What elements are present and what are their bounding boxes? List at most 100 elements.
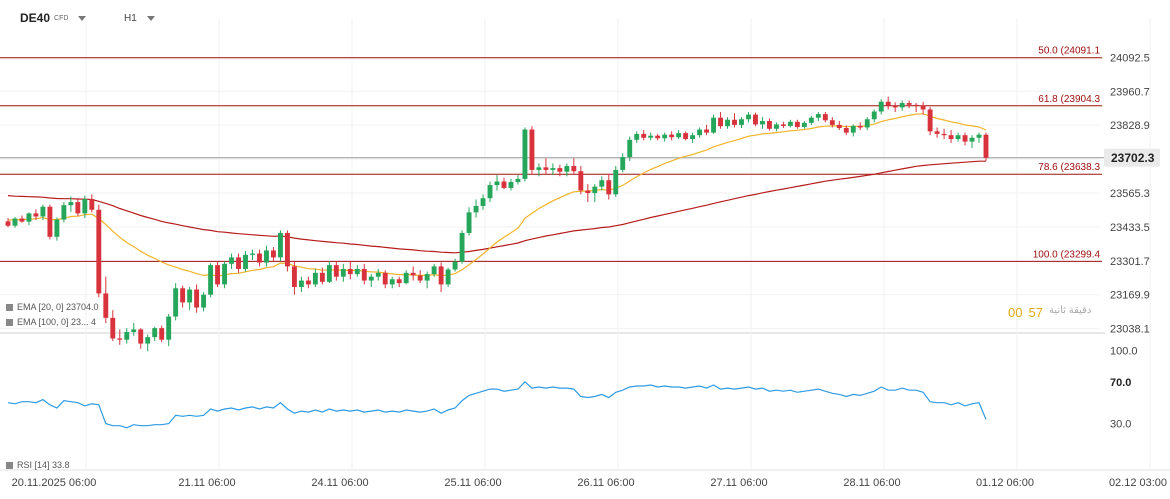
candle-body xyxy=(613,169,619,195)
candle-body xyxy=(459,232,465,262)
chevron-down-icon[interactable] xyxy=(78,15,87,21)
candle-body xyxy=(899,103,905,108)
candle-body xyxy=(941,133,947,136)
candle-body xyxy=(131,329,137,332)
indicator-settings-icon[interactable] xyxy=(6,318,13,326)
rsi-y-tick-label: 30.0 xyxy=(1110,419,1131,431)
candle xyxy=(229,253,234,269)
candle xyxy=(599,176,605,191)
candle xyxy=(606,173,612,200)
candle-body xyxy=(403,272,409,284)
legend-ema20[interactable]: EMA [20, 0] 23704.0 xyxy=(6,302,99,312)
candle-body xyxy=(257,253,262,263)
candle xyxy=(180,285,186,308)
candle-body xyxy=(962,135,968,142)
candle-body xyxy=(934,131,940,134)
indicator-settings-icon[interactable] xyxy=(6,461,13,469)
candle xyxy=(529,126,535,174)
candle-body xyxy=(47,206,53,237)
candle-body xyxy=(508,182,514,188)
candle xyxy=(927,106,933,136)
candle xyxy=(787,119,793,128)
candle-body xyxy=(815,114,821,118)
candle xyxy=(438,262,444,293)
candle xyxy=(305,276,311,289)
candle xyxy=(711,114,717,134)
candle-body xyxy=(487,185,493,199)
candle xyxy=(12,217,18,228)
candle-body xyxy=(264,250,269,263)
candle-body xyxy=(801,122,807,127)
candle xyxy=(864,117,870,131)
candle xyxy=(431,263,437,277)
candle xyxy=(815,112,821,122)
candle-body xyxy=(431,266,437,275)
candle xyxy=(319,267,325,285)
candle-body xyxy=(159,328,165,340)
candle-body xyxy=(864,119,870,128)
candle-body xyxy=(655,135,661,139)
candle-body xyxy=(152,328,158,338)
y-tick-label: 23828.9 xyxy=(1110,120,1150,132)
candle xyxy=(697,127,703,138)
candle xyxy=(913,103,919,113)
candle-body xyxy=(606,180,612,195)
candle-body xyxy=(822,114,828,121)
candle-body xyxy=(333,265,339,277)
candle xyxy=(208,263,214,298)
candle xyxy=(564,163,570,177)
legend-ema100-text: EMA [100, 0] 23... 4 xyxy=(17,317,97,327)
candle-body xyxy=(480,198,486,206)
candle xyxy=(187,286,193,311)
candle xyxy=(222,261,228,289)
candle-body xyxy=(215,265,221,285)
candle xyxy=(634,131,640,143)
candle-body xyxy=(760,121,765,125)
fib-level-label: 100.0 (23299.4 xyxy=(1033,249,1101,260)
candle xyxy=(760,117,765,129)
candle xyxy=(550,163,556,176)
legend-rsi-text: RSI [14] 33.8 xyxy=(17,460,70,470)
candle xyxy=(920,101,926,115)
candle-body xyxy=(291,266,297,287)
candle-body xyxy=(857,125,863,128)
candle xyxy=(152,326,158,342)
candle xyxy=(585,184,591,203)
candle xyxy=(704,124,710,136)
candle-body xyxy=(494,181,500,186)
candle xyxy=(494,175,500,191)
x-tick-label: 25.11 06:00 xyxy=(444,477,501,489)
candle xyxy=(54,217,60,241)
chevron-down-icon[interactable] xyxy=(146,15,155,21)
countdown-right: 57 xyxy=(1028,305,1043,320)
candle-body xyxy=(89,198,95,210)
candle xyxy=(250,249,255,260)
candle-body xyxy=(424,274,430,281)
rsi-y-tick-label: 70.0 xyxy=(1110,377,1131,389)
current-price-tag-bg xyxy=(1104,148,1160,167)
candle xyxy=(592,184,598,203)
candle xyxy=(459,230,465,264)
candle-body xyxy=(284,232,290,267)
symbol-name: DE40 xyxy=(20,11,51,25)
candle xyxy=(613,166,619,197)
indicator-settings-icon[interactable] xyxy=(6,303,13,311)
candle xyxy=(82,195,88,219)
candle xyxy=(808,115,814,125)
candle-body xyxy=(180,288,186,303)
candle-body xyxy=(124,332,130,340)
candle xyxy=(131,322,137,336)
candle xyxy=(396,276,402,287)
candle-body xyxy=(145,337,151,344)
legend-ema20-text: EMA [20, 0] 23704.0 xyxy=(17,302,99,312)
candle xyxy=(739,117,744,128)
candle xyxy=(236,253,241,273)
candle xyxy=(836,121,842,131)
symbol-selector[interactable]: DE40 CFD xyxy=(20,9,87,27)
timeframe-selector[interactable]: H1 xyxy=(124,9,155,27)
candle-body xyxy=(920,105,926,110)
legend-ema100[interactable]: EMA [100, 0] 23... 4 xyxy=(6,317,96,327)
candle-body xyxy=(557,168,563,172)
legend-rsi[interactable]: RSI [14] 33.8 xyxy=(6,460,70,470)
